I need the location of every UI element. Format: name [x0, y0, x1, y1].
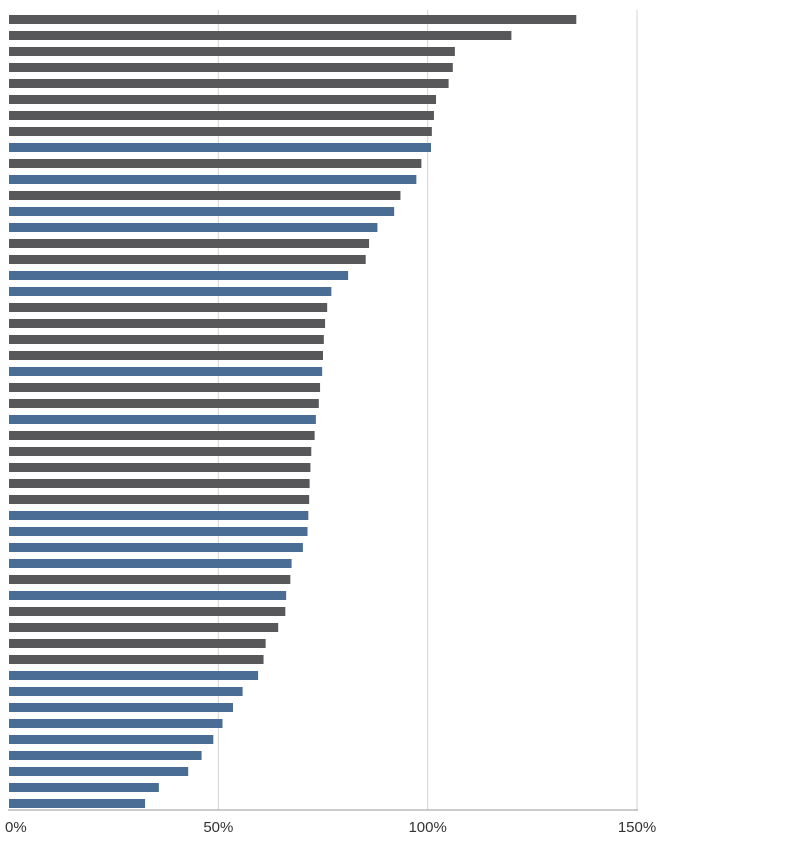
- bar-2: [9, 31, 512, 40]
- bar-31: [9, 495, 310, 504]
- bar-7: [9, 111, 434, 120]
- bar-35: [9, 559, 292, 568]
- bar-12: [9, 191, 401, 200]
- bar-49: [9, 783, 159, 792]
- x-axis-ticks: 0% 50% 100% 150%: [5, 819, 656, 836]
- bar-4: [9, 63, 453, 72]
- bar-10: [9, 159, 422, 168]
- x-tick-label-3: 150%: [618, 819, 656, 836]
- bar-23: [9, 367, 323, 376]
- bar-19: [9, 303, 328, 312]
- bar-42: [9, 671, 259, 680]
- bar-24: [9, 383, 321, 392]
- bar-50: [9, 799, 146, 808]
- bar-20: [9, 319, 326, 328]
- bar-17: [9, 271, 349, 280]
- bar-22: [9, 351, 323, 360]
- bar-27: [9, 431, 315, 440]
- bar-26: [9, 415, 316, 424]
- bar-6: [9, 95, 437, 104]
- bar-33: [9, 527, 308, 536]
- bar-29: [9, 463, 311, 472]
- bars: [9, 15, 577, 808]
- bar-45: [9, 719, 223, 728]
- bar-38: [9, 607, 286, 616]
- bar-39: [9, 623, 279, 632]
- bar-28: [9, 447, 312, 456]
- bar-11: [9, 175, 417, 184]
- bar-44: [9, 703, 233, 712]
- bar-37: [9, 591, 287, 600]
- bar-46: [9, 735, 214, 744]
- bar-30: [9, 479, 310, 488]
- bar-5: [9, 79, 449, 88]
- bar-8: [9, 127, 432, 136]
- bar-14: [9, 223, 378, 232]
- bar-48: [9, 767, 189, 776]
- bar-9: [9, 143, 432, 152]
- x-tick-label-2: 100%: [408, 819, 446, 836]
- bar-43: [9, 687, 243, 696]
- bar-47: [9, 751, 202, 760]
- bar-36: [9, 575, 291, 584]
- bar-40: [9, 639, 266, 648]
- bar-15: [9, 239, 370, 248]
- x-tick-label-0: 0%: [5, 819, 27, 836]
- bar-32: [9, 511, 309, 520]
- bar-41: [9, 655, 264, 664]
- bar-13: [9, 207, 395, 216]
- bar-18: [9, 287, 332, 296]
- x-tick-label-1: 50%: [203, 819, 233, 836]
- bar-1: [9, 15, 577, 24]
- bar-21: [9, 335, 324, 344]
- bar-34: [9, 543, 303, 552]
- bar-25: [9, 399, 319, 408]
- bar-3: [9, 47, 455, 56]
- bar-16: [9, 255, 366, 264]
